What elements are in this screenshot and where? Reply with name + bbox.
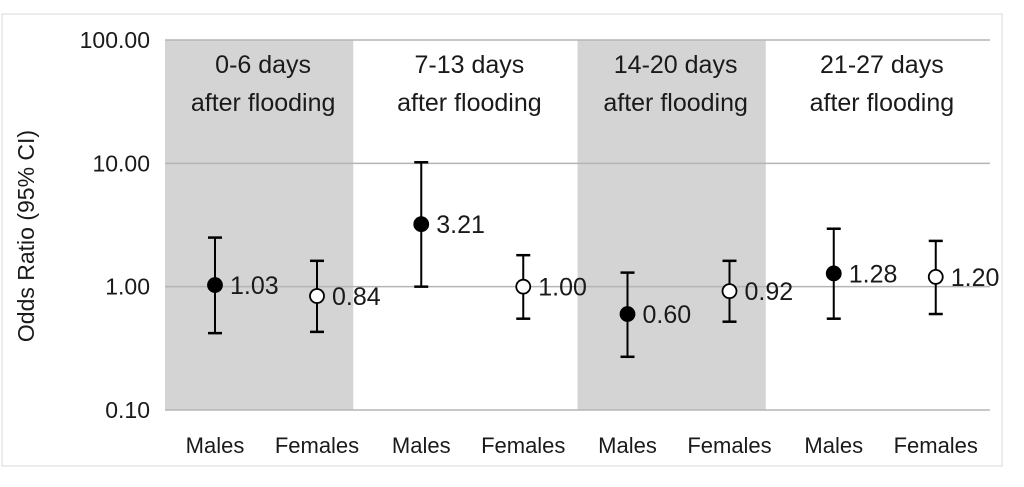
data-label: 0.92 [745,278,794,306]
data-points: 1.03 0.84 3.21 1.00 0.60 0.92 1.28 1.20 [207,161,1000,359]
period-labels: 0-6 days after flooding 7-13 days after flo… [191,51,954,117]
shaded-bands [165,40,766,410]
category-label: Females [687,433,771,458]
data-label: 1.20 [951,264,1000,292]
category-labels: Males Females Males Females Males Females Male… [186,433,978,458]
data-point: 1.20 [927,239,1000,316]
data-point: 0.92 [721,259,794,323]
category-label: Males [392,433,451,458]
y-tick-label: 100.00 [80,27,150,53]
category-label: Females [481,433,565,458]
y-axis-ticks: 0.10 1.00 10.00 100.00 [80,27,150,423]
data-label: 1.00 [538,274,587,302]
y-tick-label: 1.00 [105,274,150,300]
open-marker [309,288,325,304]
period-label-line2: after flooding [191,89,336,117]
period-label-line1: 0-6 days [215,51,311,79]
data-label: 1.03 [230,272,279,300]
gridlines [165,39,990,411]
period-band [165,40,354,410]
filled-marker [413,216,430,233]
data-label: 3.21 [436,211,485,239]
data-label: 1.28 [849,260,898,288]
period-label-line2: after flooding [603,89,748,117]
period-band [577,40,766,410]
category-label: Males [804,433,863,458]
category-label: Males [186,433,245,458]
filled-marker [825,265,842,282]
filled-marker [619,306,636,322]
y-tick-label: 0.10 [105,397,150,423]
data-point: 1.28 [825,227,898,320]
data-label: 0.60 [643,301,692,329]
y-tick-label: 10.00 [92,150,150,176]
category-label: Females [894,433,978,458]
data-point: 1.00 [515,253,587,320]
period-label-line2: after flooding [397,89,542,117]
filled-marker [207,277,223,293]
open-marker [927,269,944,285]
data-point: 0.60 [619,271,692,359]
period-label-line1: 21-27 days [820,51,944,79]
data-label: 0.84 [332,283,381,311]
category-label: Females [275,433,359,458]
data-point: 1.03 [207,236,279,335]
y-axis-title: Odds Ratio (95% CI) [13,130,39,342]
period-label-line2: after flooding [810,89,955,117]
chart-border [1,13,1003,467]
data-point: 0.84 [309,259,381,334]
data-point: 3.21 [413,161,485,288]
period-label-line1: 7-13 days [414,51,524,79]
open-marker [721,283,738,300]
period-label-line1: 14-20 days [614,51,738,79]
category-label: Males [598,433,657,458]
open-marker [515,278,532,295]
